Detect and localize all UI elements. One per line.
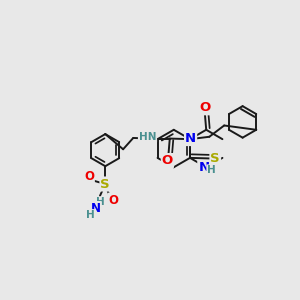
Text: HN: HN [139,132,156,142]
Text: N: N [185,132,196,145]
Text: H: H [97,197,105,207]
Text: S: S [210,152,220,165]
Text: O: O [162,154,173,167]
Text: H: H [207,165,216,175]
Text: H: H [86,210,95,220]
Text: O: O [199,101,210,114]
Text: O: O [108,194,118,207]
Text: O: O [84,170,94,183]
Text: S: S [100,178,110,190]
Text: N: N [198,161,209,174]
Text: N: N [91,202,100,215]
